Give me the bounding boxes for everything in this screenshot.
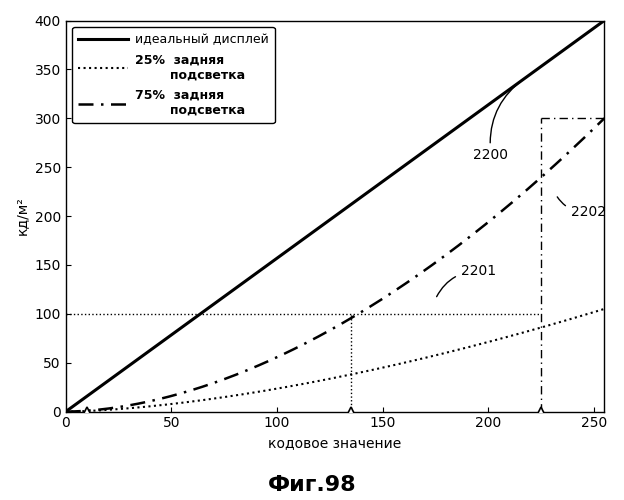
Y-axis label: кд/м²: кд/м² xyxy=(15,196,29,235)
Text: Фиг.98: Фиг.98 xyxy=(268,475,356,495)
Text: 2202: 2202 xyxy=(557,197,605,219)
Text: 2201: 2201 xyxy=(437,264,496,296)
Text: 2200: 2200 xyxy=(474,79,524,162)
X-axis label: кодовое значение: кодовое значение xyxy=(268,436,402,450)
Legend: идеальный дисплей, 25%  задняя
        подсветка, 75%  задняя
        подсветка: идеальный дисплей, 25% задняя подсветка,… xyxy=(72,26,275,123)
